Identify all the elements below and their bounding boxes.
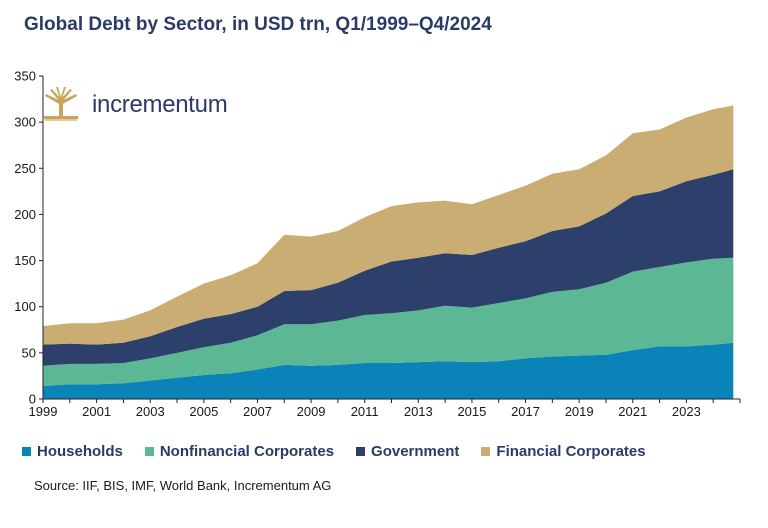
- logo-text: incrementum: [92, 91, 228, 118]
- legend-item-government: Government: [356, 443, 459, 460]
- legend-item-financial: Financial Corporates: [481, 443, 646, 460]
- y-tick-label: 200: [14, 207, 36, 222]
- x-tick-label: 2003: [136, 404, 165, 419]
- y-tick-label: 100: [14, 299, 36, 314]
- legend-swatch-households: [22, 447, 31, 456]
- x-tick-label: 2007: [243, 404, 272, 419]
- x-tick-label: 2015: [457, 404, 486, 419]
- legend-label-households: Households: [37, 443, 123, 460]
- x-tick-label: 2001: [82, 404, 111, 419]
- incrementum-logo: incrementum: [42, 86, 228, 124]
- area-government: [43, 169, 734, 366]
- x-tick-label: 2017: [511, 404, 540, 419]
- legend-item-households: Households: [22, 443, 123, 460]
- legend-swatch-nonfinancial: [144, 447, 154, 456]
- area-financial: [43, 105, 734, 345]
- legend: Households Nonfinancial Corporates Gover…: [22, 443, 646, 460]
- series-areas: [43, 105, 734, 399]
- source-note: Source: IIF, BIS, IMF, World Bank, Incre…: [34, 478, 332, 493]
- tree-icon: [44, 87, 78, 121]
- x-tick-label: 2021: [618, 404, 647, 419]
- y-tick-label: 50: [22, 345, 36, 360]
- y-tick-label: 250: [14, 161, 36, 176]
- x-tick-label: 2011: [351, 404, 379, 419]
- legend-item-nonfinancial: Nonfinancial Corporates: [144, 443, 335, 460]
- area-households: [43, 342, 734, 399]
- legend-swatch-government: [356, 447, 366, 456]
- legend-swatch-financial: [481, 447, 491, 456]
- stacked-area-chart: 0 50 100 150 200 250 300 350 1999 2001 2003 2005 200…: [14, 69, 741, 419]
- y-tick-label: 300: [14, 115, 36, 130]
- x-tick-label: 2009: [297, 404, 326, 419]
- legend-label-government: Government: [371, 443, 460, 460]
- axes: 0 50 100 150 200 250 300 350 1999 2001 2003 2005 200…: [14, 69, 741, 419]
- legend-label-nonfinancial: Nonfinancial Corporates: [159, 443, 335, 460]
- area-nonfinancial: [43, 257, 734, 387]
- chart-title: Global Debt by Sector, in USD trn, Q1/19…: [24, 14, 492, 35]
- x-tick-label: 2023: [672, 404, 701, 419]
- x-tick-label: 2013: [404, 404, 433, 419]
- y-tick-label: 0: [29, 392, 36, 407]
- y-tick-label: 150: [14, 253, 36, 268]
- x-tick-label: 2019: [565, 404, 594, 419]
- x-tick-label: 1999: [29, 404, 58, 419]
- legend-label-financial: Financial Corporates: [496, 443, 646, 460]
- y-tick-label: 350: [14, 69, 36, 84]
- x-tick-label: 2005: [189, 404, 218, 419]
